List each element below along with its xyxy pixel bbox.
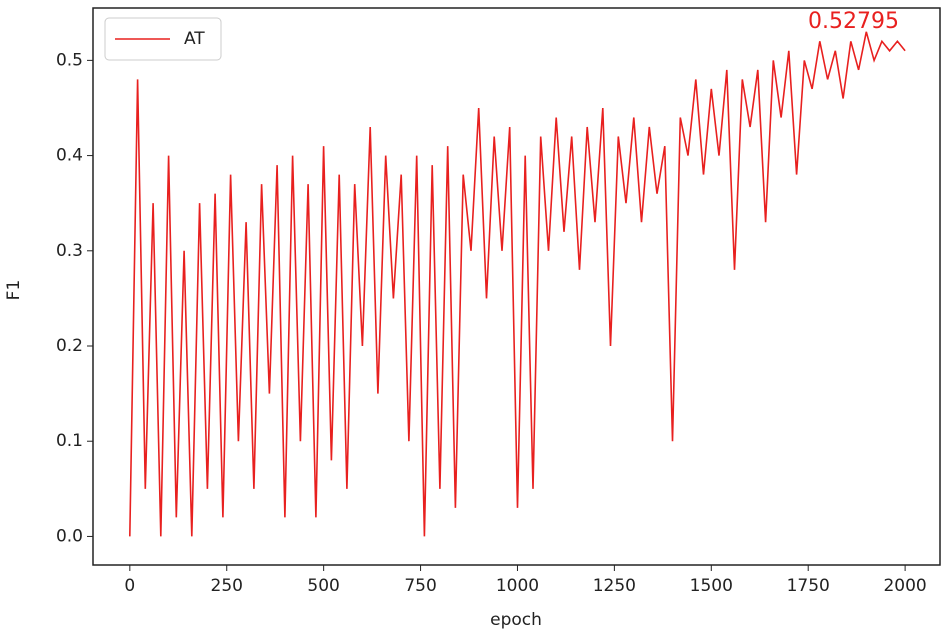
x-tick-label: 1000 xyxy=(496,576,539,596)
y-tick-label: 0.2 xyxy=(56,336,83,356)
x-tick-label: 1500 xyxy=(690,576,733,596)
x-tick-label: 0 xyxy=(124,576,135,596)
x-tick-label: 250 xyxy=(211,576,243,596)
y-tick-label: 0.1 xyxy=(56,431,83,451)
x-tick-label: 750 xyxy=(404,576,436,596)
y-axis-label: F1 xyxy=(4,280,24,301)
y-tick-label: 0.5 xyxy=(56,50,83,70)
x-tick-label: 1750 xyxy=(787,576,830,596)
legend-label: AT xyxy=(184,29,205,49)
data-line xyxy=(129,31,906,537)
x-tick-label: 500 xyxy=(307,576,339,596)
x-axis-label: epoch xyxy=(490,610,542,630)
plot-frame xyxy=(92,7,941,566)
y-tick-label: 0.0 xyxy=(56,526,83,546)
x-tick-label: 2000 xyxy=(883,576,926,596)
annotation: 0.52795 xyxy=(808,9,899,34)
y-tick-label: 0.4 xyxy=(56,146,83,166)
y-tick-label: 0.3 xyxy=(56,241,83,261)
x-tick-label: 1250 xyxy=(593,576,636,596)
